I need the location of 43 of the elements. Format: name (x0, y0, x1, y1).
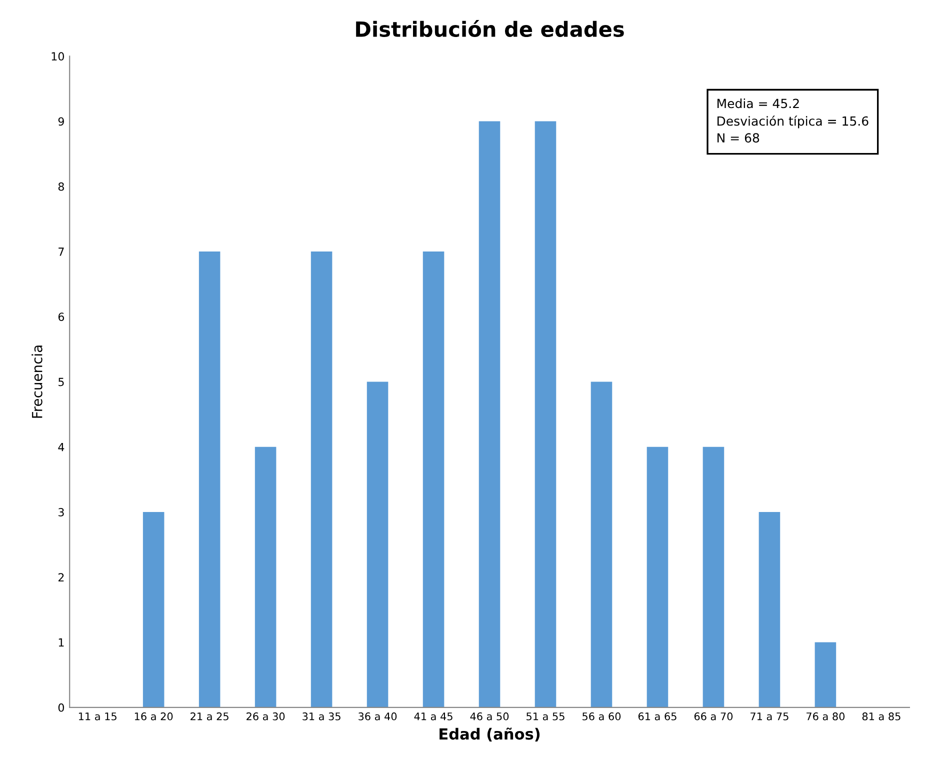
x-tick-label: 16 a 20 (134, 712, 173, 720)
bar (366, 382, 388, 708)
bar (142, 512, 164, 708)
x-tick-label: 36 a 40 (358, 712, 397, 720)
x-tick-label: 51 a 55 (526, 712, 564, 720)
y-tick-label: 9 (58, 117, 64, 126)
chart-title: Distribución de edades (356, 20, 624, 38)
bar (702, 446, 724, 708)
bar (478, 121, 500, 708)
bar (758, 512, 780, 708)
x-tick-label: 71 a 75 (750, 712, 788, 720)
x-tick-label: 21 a 25 (190, 712, 228, 720)
x-tick-label: 66 a 70 (694, 712, 733, 720)
y-tick-label: 7 (58, 248, 64, 256)
x-tick-label: 81 a 85 (862, 712, 900, 720)
x-tick-label: 11 a 15 (78, 712, 116, 720)
x-tick-label: 31 a 35 (302, 712, 340, 720)
x-tick-label: 61 a 65 (638, 712, 676, 720)
bar (590, 382, 612, 708)
y-tick-label: 3 (58, 508, 64, 516)
y-tick-label: 0 (58, 703, 64, 712)
y-axis-title: Frecuencia (32, 346, 42, 418)
y-tick-label: 10 (52, 52, 64, 61)
y-tick-label: 1 (58, 638, 64, 646)
x-axis-title: Edad (años) (440, 728, 540, 742)
bar (422, 252, 444, 708)
y-tick-label: 6 (58, 312, 64, 322)
y-tick-label: 4 (58, 443, 64, 452)
x-tick-label: 26 a 30 (246, 712, 285, 720)
annotation: Media = 45.2 Desviación típica = 15.6 N = 68 (718, 98, 868, 143)
y-tick-label: 5 (58, 378, 64, 386)
bar (646, 446, 668, 708)
x-tick-label: 56 a 60 (582, 712, 621, 720)
bar (254, 446, 276, 708)
y-tick-label: 2 (58, 573, 64, 582)
x-tick-label: 46 a 50 (470, 712, 509, 720)
x-tick-label: 41 a 45 (414, 712, 452, 720)
bar (198, 252, 220, 708)
y-tick-label: 8 (58, 182, 64, 191)
x-tick-label: 76 a 80 (806, 712, 845, 720)
bar (814, 642, 836, 708)
bar (534, 121, 556, 708)
bar (310, 252, 332, 708)
